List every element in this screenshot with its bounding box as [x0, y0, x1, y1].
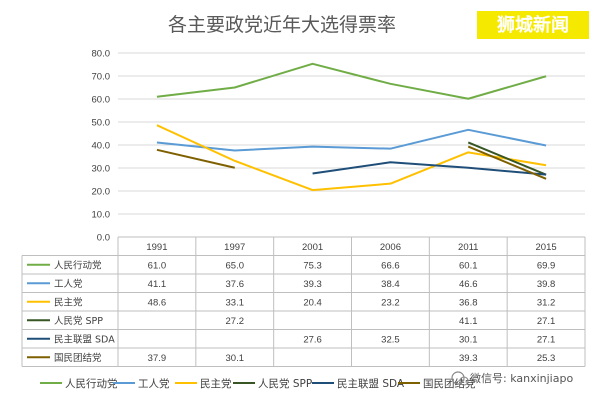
- table-row-label: 民主党: [54, 296, 83, 308]
- series-line: [312, 161, 547, 176]
- table-row-label: 人民行动党: [54, 259, 102, 271]
- x-tick-label: 1997: [224, 242, 245, 253]
- table-cell: 27.1: [537, 334, 556, 345]
- y-axis-ticks: 0.0 10.0 20.0 30.0 40.0 50.0 60.0 70.0 80.0: [92, 49, 111, 244]
- y-tick-label: 0.0: [97, 233, 110, 244]
- legend: 人民行动党 工人党 民主党 人民党 SPP 民主联盟 SDA 国民团结党: [40, 377, 476, 390]
- series-line: [156, 124, 547, 192]
- table-row-label: 民主联盟 SDA: [54, 333, 115, 345]
- table-cell: 32.5: [381, 334, 400, 345]
- table-cell: 41.1: [459, 316, 478, 327]
- watermark-text: 狮城新闻: [497, 14, 569, 36]
- watermark-logo: 狮城新闻: [477, 11, 589, 39]
- x-tick-label: 2015: [536, 242, 557, 253]
- series-line-segment: [467, 141, 547, 176]
- table-cell: 27.6: [303, 334, 322, 345]
- wechat-id-text: 微信号: kanxinjiapo: [470, 371, 573, 385]
- series-line: [156, 128, 547, 152]
- y-tick-label: 40.0: [92, 141, 111, 152]
- table-cell: 39.3: [459, 353, 478, 364]
- y-tick-label: 20.0: [92, 187, 111, 198]
- series-line-segment: [312, 161, 547, 176]
- series-line-segment: [467, 145, 547, 180]
- table-cell: 20.4: [303, 297, 322, 308]
- legend-label: 人民党 SPP: [258, 377, 312, 390]
- y-tick-label: 80.0: [92, 49, 111, 60]
- table-cell: 36.8: [459, 297, 478, 308]
- table-cell: 61.0: [148, 260, 167, 271]
- legend-label: 国民团结党: [423, 377, 476, 390]
- table-cell: 30.1: [459, 334, 478, 345]
- table-row-label: 工人党: [54, 278, 83, 290]
- series-line-segment: [156, 128, 547, 152]
- chart-title: 各主要政党近年大选得票率: [168, 14, 396, 36]
- series-lines: [156, 62, 547, 192]
- y-tick-label: 50.0: [92, 118, 111, 129]
- legend-label: 人民行动党: [65, 377, 118, 390]
- table-cell: 37.9: [148, 353, 167, 364]
- table-cell: 65.0: [226, 260, 245, 271]
- y-tick-label: 30.0: [92, 164, 111, 175]
- table-cell: 31.2: [537, 297, 556, 308]
- series-line: [156, 145, 547, 180]
- table-row-label: 人民党 SPP: [54, 315, 103, 327]
- x-tick-label: 2001: [302, 242, 323, 253]
- y-tick-label: 10.0: [92, 210, 111, 221]
- table-cell: 48.6: [148, 297, 167, 308]
- series-line: [156, 62, 547, 100]
- table-cell: 66.6: [381, 260, 400, 271]
- wechat-icon-small: [459, 376, 469, 386]
- table-cell: 23.2: [381, 297, 400, 308]
- table-cell: 60.1: [459, 260, 478, 271]
- table-cell: 75.3: [303, 260, 322, 271]
- table-cell: 41.1: [148, 279, 167, 290]
- table-cell: 33.1: [226, 297, 245, 308]
- wechat-icon: [451, 371, 465, 385]
- table-cell: 39.3: [303, 279, 322, 290]
- table-row-label: 国民团结党: [54, 352, 102, 364]
- x-tick-label: 2011: [458, 242, 478, 253]
- series-line-segment: [156, 62, 547, 100]
- table-cell: 27.1: [537, 316, 556, 327]
- wechat-mark: 微信号: kanxinjiapo: [451, 371, 573, 386]
- table-cell: 37.6: [226, 279, 245, 290]
- table-cell: 69.9: [537, 260, 556, 271]
- watermark-background: [477, 11, 589, 39]
- table-cell: 27.2: [226, 316, 245, 327]
- table-cell: 39.8: [537, 279, 556, 290]
- legend-label: 工人党: [138, 377, 170, 390]
- x-tick-label: 2006: [380, 242, 401, 253]
- series-line: [467, 141, 547, 176]
- legend-label: 民主党: [200, 377, 232, 390]
- table-cell: 25.3: [537, 353, 556, 364]
- x-tick-label: 1991: [146, 242, 167, 253]
- y-tick-label: 60.0: [92, 95, 111, 106]
- table-cell: 30.1: [226, 353, 245, 364]
- legend-label: 民主联盟 SDA: [337, 378, 405, 390]
- data-table: 1991 1997 2001 2006 2011 2015 人民行动党 61.0 65.0 75.…: [21, 236, 586, 367]
- table-cell: 46.6: [459, 279, 478, 290]
- series-line-segment: [156, 124, 547, 192]
- table-cell: 38.4: [381, 279, 400, 290]
- series-line-segment: [156, 148, 235, 169]
- y-tick-label: 70.0: [92, 72, 111, 83]
